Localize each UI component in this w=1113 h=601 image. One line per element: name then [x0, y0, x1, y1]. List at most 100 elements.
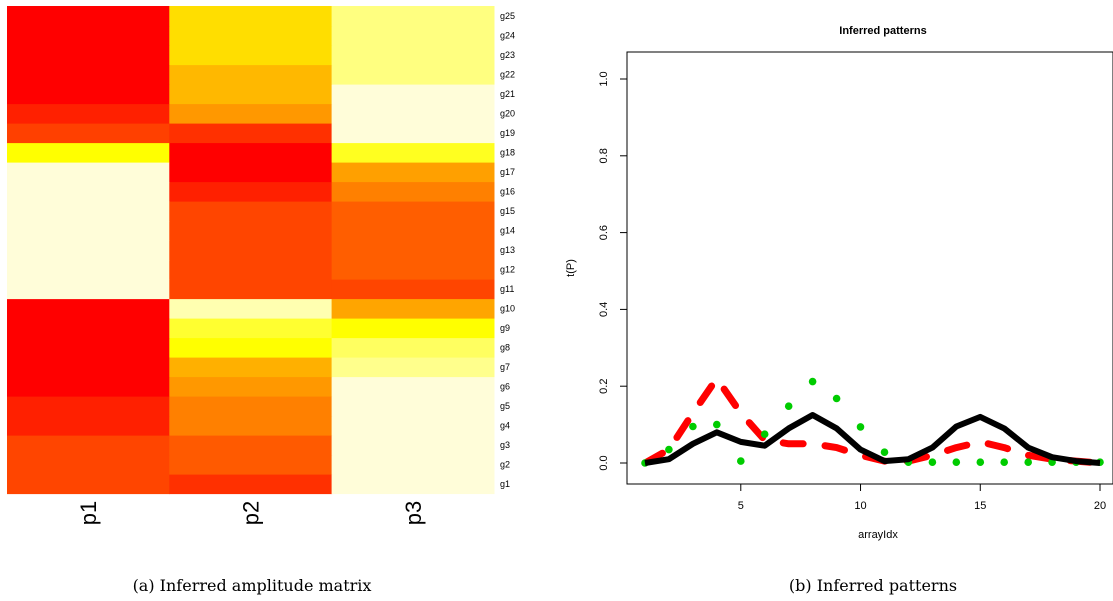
- heatmap-row-label: g8: [500, 342, 510, 352]
- heatmap-cell: [331, 142, 495, 163]
- heatmap-cell: [7, 84, 170, 105]
- heatmap-cell: [331, 454, 495, 475]
- y-tick-label: 0.8: [598, 148, 610, 163]
- heatmap-cell: [169, 454, 333, 475]
- heatmap-cell: [7, 396, 170, 417]
- heatmap-cell: [169, 318, 333, 339]
- heatmap-cell: [7, 240, 170, 261]
- heatmap-row-labels: g1 g2 g3 g4 g5 g6 g7 g8 g9 g10 g11 g12 g13 g14 g15 g16 g…: [500, 11, 515, 489]
- heatmap-cell: [331, 259, 495, 280]
- heatmap-cell: [331, 25, 495, 46]
- caption-b: (b) Inferred patterns: [789, 576, 957, 595]
- heatmap-row-label: g19: [500, 128, 515, 138]
- heatmap-cell: [331, 279, 495, 300]
- heatmap-cell: [7, 64, 170, 85]
- heatmap-row-label: g12: [500, 264, 515, 274]
- heatmap-row-label: g5: [500, 401, 510, 411]
- heatmap-row-label: g14: [500, 225, 515, 235]
- plot-box: [626, 51, 1113, 485]
- x-tick-label: 10: [854, 500, 866, 512]
- heatmap-row-label: g2: [500, 459, 510, 469]
- heatmap-cell: [331, 103, 495, 124]
- heatmap-cell: [7, 337, 170, 358]
- heatmap-cell: [331, 123, 495, 144]
- heatmap-row-label: g15: [500, 206, 515, 216]
- heatmap-cell: [331, 84, 495, 105]
- heatmap-row-label: g3: [500, 440, 510, 450]
- heatmap-row-label: g23: [500, 50, 515, 60]
- y-tick-label: 1.0: [598, 71, 610, 86]
- heatmap-row-label: g11: [500, 284, 514, 294]
- series-point: [856, 423, 865, 431]
- heatmap-cell: [331, 162, 495, 183]
- heatmap-column-labels: p1 p2 p3: [76, 501, 426, 525]
- series-point: [1000, 458, 1008, 467]
- heatmap-row-label: g20: [500, 108, 515, 118]
- heatmap-row-label: g10: [500, 303, 515, 313]
- series-point: [976, 458, 985, 467]
- series-point: [760, 430, 769, 439]
- pattern-series: [641, 375, 1104, 467]
- heatmap-row-label: g4: [500, 420, 510, 430]
- heatmap-cell: [331, 435, 495, 456]
- heatmap-cell: [331, 64, 495, 85]
- heatmap-cell: [169, 123, 333, 144]
- series-point: [784, 402, 793, 411]
- series-point: [952, 458, 961, 467]
- heatmap-cell: [7, 25, 170, 46]
- amplitude-heatmap: [7, 6, 495, 495]
- x-tick-label: 15: [974, 500, 986, 512]
- series-point: [665, 445, 673, 454]
- heatmap-cell: [169, 376, 333, 397]
- x-tick-label: 20: [1094, 500, 1106, 512]
- heatmap-cell: [169, 162, 333, 183]
- heatmap-cell: [169, 201, 333, 222]
- heatmap-cell: [169, 337, 333, 358]
- y-tick-label: 0.2: [598, 379, 610, 394]
- heatmap-cell: [169, 220, 333, 241]
- heatmap-cell: [7, 376, 170, 397]
- x-axis-label: arrayIdx: [858, 529, 898, 541]
- heatmap-cell: [331, 396, 495, 417]
- heatmap-cell: [169, 25, 333, 46]
- heatmap-cell: [331, 474, 495, 495]
- x-tick-label: 5: [738, 500, 744, 512]
- heatmap-cell: [331, 376, 495, 397]
- heatmap-column-label: p3: [401, 501, 426, 525]
- heatmap-cell: [169, 396, 333, 417]
- heatmap-cell: [169, 240, 333, 261]
- heatmap-cell: [169, 435, 333, 456]
- heatmap-cell: [331, 220, 495, 241]
- heatmap-row-label: g17: [500, 167, 515, 177]
- heatmap-row-label: g9: [500, 323, 510, 333]
- heatmap-cell: [7, 454, 170, 475]
- heatmap-cell: [331, 337, 495, 358]
- series-point: [1024, 458, 1032, 467]
- heatmap-row-label: g1: [500, 479, 510, 489]
- heatmap-cell: [7, 162, 170, 183]
- heatmap-cell: [169, 64, 333, 85]
- heatmap-cell: [7, 318, 170, 339]
- y-tick-label: 0.0: [598, 455, 610, 470]
- heatmap-cell: [7, 181, 170, 202]
- heatmap-column-label: p2: [239, 501, 264, 525]
- heatmap-cell: [7, 6, 170, 27]
- heatmap-cell: [169, 279, 333, 300]
- heatmap-row-label: g16: [500, 186, 515, 196]
- heatmap-cell: [169, 474, 333, 495]
- heatmap-column-label: p1: [76, 501, 101, 525]
- heatmap-cell: [331, 415, 495, 436]
- caption-a: (a) Inferred amplitude matrix: [133, 576, 372, 595]
- heatmap-cell: [7, 474, 170, 495]
- x-axis: 5 10 15 20: [738, 484, 1106, 512]
- series-line: [644, 412, 1101, 466]
- y-tick-label: 0.4: [598, 302, 610, 317]
- line-chart-title: Inferred patterns: [839, 25, 926, 37]
- heatmap-cell: [7, 259, 170, 280]
- heatmap-cell: [331, 6, 495, 27]
- heatmap-cell: [7, 45, 170, 66]
- series-point: [928, 458, 937, 467]
- heatmap-cell: [7, 279, 170, 300]
- series-point: [689, 422, 697, 431]
